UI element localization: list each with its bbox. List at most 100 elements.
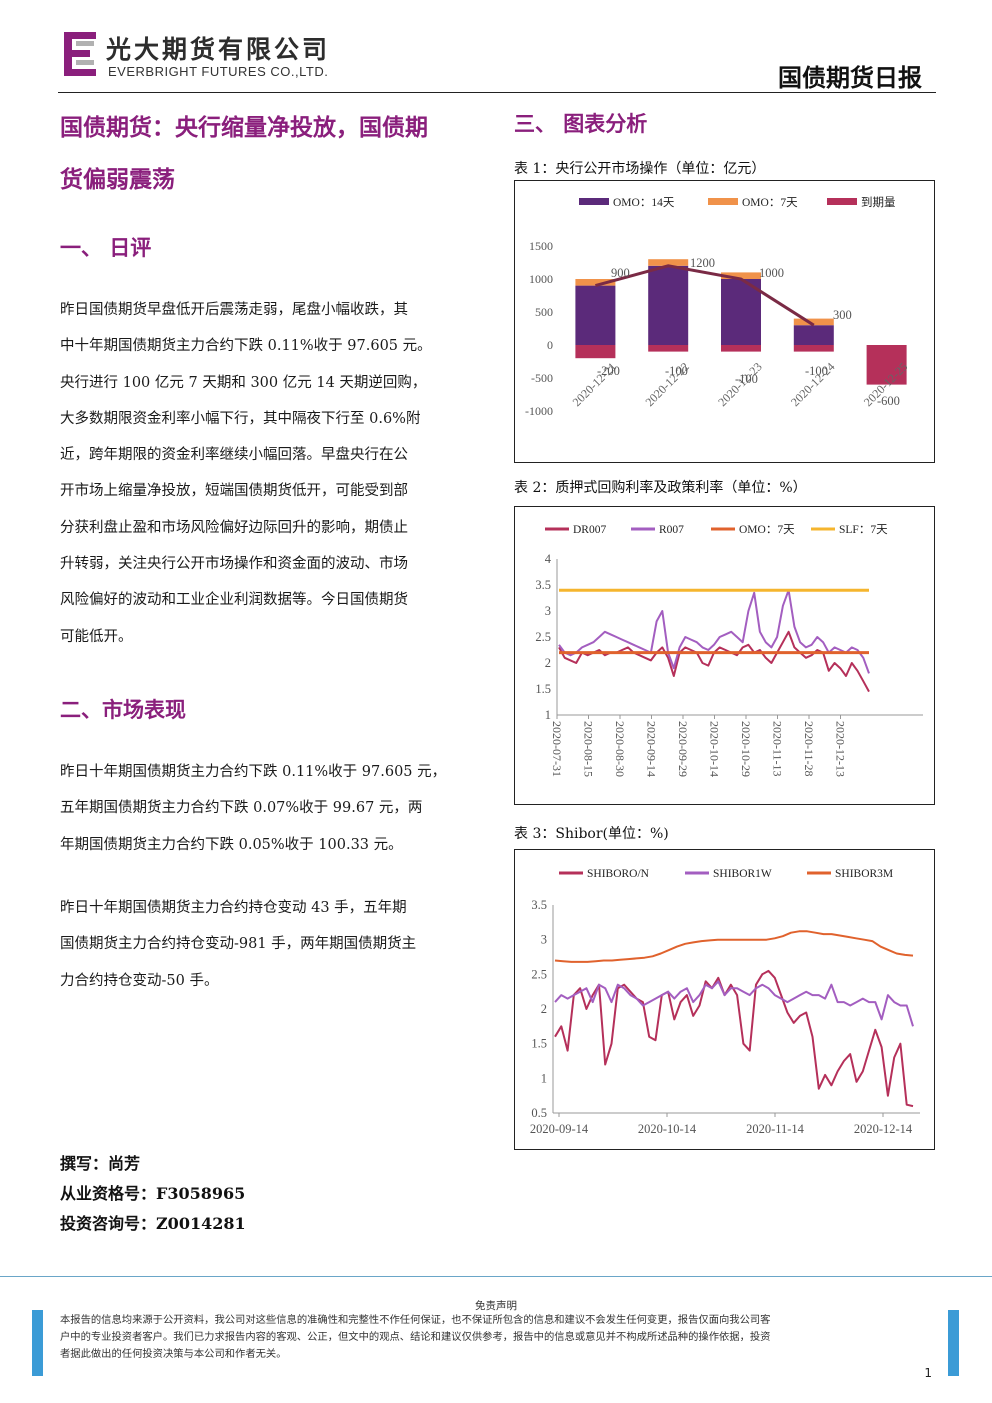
legend-label: OMO：7天 — [742, 197, 798, 209]
y-tick-label: 0.5 — [531, 1106, 547, 1120]
text-line: 大多数期限资金利率小幅下行，其中隔夜下行至 0.6%附 — [60, 410, 421, 427]
legend-label: SLF：7天 — [839, 524, 888, 536]
x-tick-label: 2020-11-14 — [746, 1122, 805, 1136]
daily-review-paragraph: 昨日国债期货早盘低开后震荡走弱，尾盘小幅收跌，其 中十年期国债期货主力合约下跌 … — [60, 292, 490, 655]
header-divider — [58, 92, 936, 93]
y-tick-label: 1500 — [529, 239, 553, 253]
y-tick-label: 1.5 — [535, 682, 551, 696]
bar-omo-7d — [648, 259, 689, 266]
legend-label: R007 — [659, 524, 684, 536]
disclaimer-line: 户中的专业投资者客户。我们已力求报告内容的客观、公正，但文中的观点、结论和建议仅… — [60, 1331, 771, 1343]
y-tick-label: 1 — [541, 1071, 547, 1085]
data-label: 1200 — [690, 256, 715, 270]
y-tick-label: 2 — [545, 656, 551, 670]
legend-swatch — [708, 198, 738, 205]
y-tick-label: 500 — [535, 305, 553, 319]
disclaimer-left-bar — [32, 1310, 43, 1376]
text-line: 分获利盘止盈和市场风险偏好边际回升的影响，期债止 — [60, 519, 408, 536]
repo-rate-chart: DR007 R007 OMO：7天 SLF：7天43.532.521.512020-0… — [535, 524, 923, 777]
company-logo-icon — [62, 30, 98, 78]
legend-swatch — [827, 198, 857, 205]
text-line: 开市场上缩量净投放，短端国债期货低开，可能受到部 — [60, 483, 408, 500]
omo-operations-chart: OMO：14天 OMO：7天 到期量150010005000-500-1000202… — [525, 196, 910, 418]
text-line: 近，跨年期限的资金利率继续小幅回落。早盘央行在公 — [60, 447, 408, 464]
text-line: 升转弱，关注央行公开市场操作和资金面的波动、市场 — [60, 556, 408, 573]
bar-omo-7d — [721, 272, 761, 279]
x-tick-label: 2020-10-29 — [739, 721, 753, 777]
section-heading-daily-review: 一、 日评 — [60, 235, 152, 260]
y-tick-label: 3.5 — [531, 898, 547, 912]
page-number: 1 — [924, 1366, 932, 1380]
y-tick-label: -1000 — [525, 404, 553, 418]
y-tick-label: 1000 — [529, 272, 553, 286]
article-title-line1: 国债期货：央行缩量净投放，国债期 — [60, 114, 428, 141]
data-label: -600 — [877, 394, 900, 408]
text-line: 风险偏好的波动和工业企业利润数据等。今日国债期货 — [60, 592, 408, 609]
chart2-frame: DR007 R007 OMO：7天 SLF：7天 4 3.5 3 2.5 2 1.5 1 2020-0… — [514, 506, 935, 805]
text-line: 昨日十年期国债期货主力合约下跌 0.11%收于 97.605 元， — [60, 764, 447, 780]
x-tick-label: 2020-08-15 — [582, 721, 596, 777]
text-line: 央行进行 100 亿元 7 天期和 300 亿元 14 天期逆回购， — [60, 374, 427, 391]
y-tick-label: 2.5 — [531, 967, 547, 981]
disclaimer-text: 本报告的信息均来源于公开资料，我公司对这些信息的准确性和完整性不作任何保证，也不… — [60, 1312, 928, 1363]
legend-swatch — [579, 198, 609, 205]
company-name-en: EVERBRIGHT FUTURES CO.,LTD. — [108, 64, 329, 79]
disclaimer-title: 免责声明 — [475, 1300, 517, 1312]
series-line — [558, 589, 870, 674]
text-line: 力合约持仓变动-50 手。 — [60, 972, 219, 989]
section-heading-chart-analysis: 三、 图表分析 — [514, 111, 648, 136]
disclaimer-line: 者据此做出的任何投资决策与本公司和作者无关。 — [60, 1348, 287, 1360]
text-line: 国债期货主力合约持仓变动-981 手，两年期国债期货主 — [60, 936, 417, 953]
bar-omo-7d — [575, 279, 616, 286]
legend-label: DR007 — [573, 524, 606, 536]
series-line — [554, 930, 914, 963]
data-label: 900 — [611, 266, 630, 280]
legend-label: SHIBOR1W — [713, 868, 772, 880]
x-tick-label: 2020-10-14 — [638, 1122, 697, 1136]
market-performance-paragraph-2: 昨日十年期国债期货主力合约持仓变动 43 手，五年期 国债期货主力合约持仓变动-… — [60, 890, 490, 999]
series-line — [554, 980, 914, 1027]
y-tick-label: 3.5 — [535, 578, 551, 592]
data-label: -100 — [665, 364, 688, 378]
x-tick-label: 2020-11-28 — [802, 721, 816, 777]
legend-label: OMO：7天 — [739, 524, 795, 536]
disclaimer-right-bar — [948, 1310, 959, 1376]
text-line: 昨日国债期货早盘低开后震荡走弱，尾盘小幅收跌，其 — [60, 302, 408, 318]
bar-omo-14d — [575, 285, 616, 345]
company-name-cn: 光大期货有限公司 — [106, 35, 331, 64]
shibor-chart: SHIBORO/N SHIBOR1W SHIBOR3M 3.5 3 2.5 2 1.5 1 0.5… — [530, 868, 920, 1136]
y-tick-label: -500 — [531, 371, 553, 385]
article-title-line2: 货偏弱震荡 — [60, 166, 175, 193]
legend-label: SHIBORO/N — [587, 868, 650, 880]
legend-label: OMO：14天 — [613, 197, 675, 209]
y-tick-label: 4 — [545, 552, 552, 566]
data-label: -100 — [735, 372, 758, 386]
bar-omo-14d — [648, 265, 689, 345]
bar-omo-14d — [793, 325, 834, 345]
disclaimer-line: 本报告的信息均来源于公开资料，我公司对这些信息的准确性和完整性不作任何保证，也不… — [60, 1314, 771, 1326]
y-tick-label: 2 — [541, 1002, 547, 1016]
chart1-frame: OMO：14天 OMO：7天 到期量 1500 1000 500 0 -500 -1000 202… — [514, 180, 935, 463]
y-tick-label: 2.5 — [535, 630, 551, 644]
text-line: 中十年期国债期货主力合约下跌 0.11%收于 97.605 元。 — [60, 338, 432, 355]
bar-omo-14d — [721, 279, 761, 345]
chart2-caption: 表 2：质押式回购利率及政策利率（单位：%） — [514, 480, 807, 496]
bar-omo-7d — [793, 318, 834, 326]
x-tick-label: 2020-07-31 — [550, 721, 564, 777]
x-tick-label: 2020-12-14 — [854, 1122, 913, 1136]
legend-label: 到期量 — [861, 196, 896, 209]
bar-maturity — [575, 345, 616, 359]
text-line: 昨日十年期国债期货主力合约持仓变动 43 手，五年期 — [60, 900, 407, 916]
x-tick-label: 2020-11-13 — [771, 721, 785, 777]
market-performance-paragraph-1: 昨日十年期国债期货主力合约下跌 0.11%收于 97.605 元， 五年期国债期… — [60, 754, 490, 863]
x-tick-label: 2020-09-14 — [530, 1122, 589, 1136]
bar-maturity — [648, 345, 689, 352]
text-line: 可能低开。 — [60, 628, 133, 645]
series-line — [554, 969, 914, 1108]
x-tick-label: 2020-12-13 — [834, 721, 848, 777]
y-tick-label: 3 — [541, 933, 547, 947]
author-qualification-number: 从业资格号：F3058965 — [60, 1184, 246, 1203]
report-type-title: 国债期货日报 — [778, 63, 922, 92]
bar-maturity — [721, 345, 761, 352]
data-label: -100 — [805, 364, 828, 378]
